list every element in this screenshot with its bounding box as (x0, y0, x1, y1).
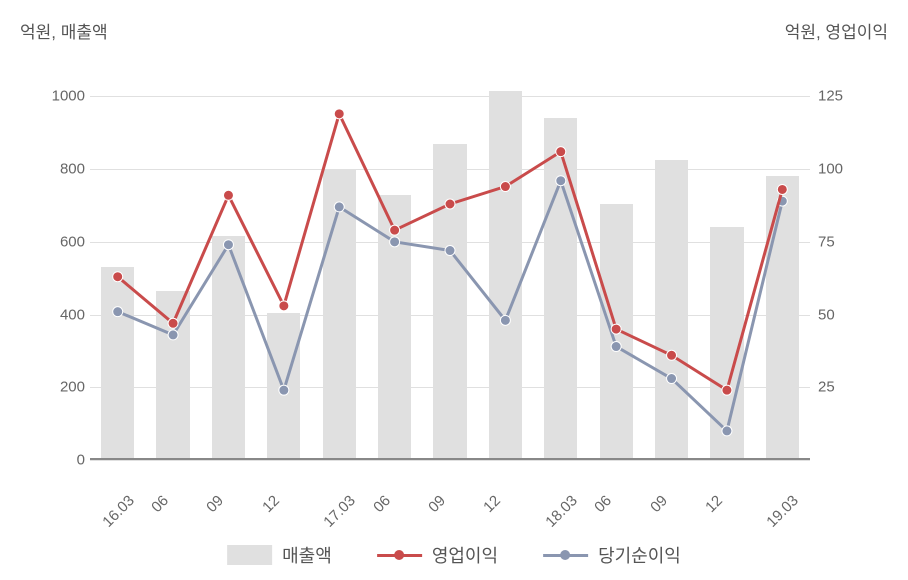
x-tick-label: 17.03 (321, 492, 360, 531)
x-tick-label: 12 (702, 492, 726, 516)
y-axis-left-label: 억원, 매출액 (20, 18, 108, 43)
y-tick-right-label: 25 (818, 379, 858, 396)
marker-operating-profit (667, 350, 677, 360)
legend-label: 당기순이익 (598, 542, 681, 568)
marker-net-income (279, 385, 289, 395)
marker-operating-profit (500, 182, 510, 192)
marker-net-income (390, 237, 400, 247)
y-tick-right-label: 125 (818, 88, 858, 105)
legend-label: 영업이익 (432, 542, 498, 568)
x-tick-label: 06 (148, 492, 172, 516)
x-tick-label: 09 (204, 492, 228, 516)
marker-operating-profit (556, 147, 566, 157)
x-tick-label: 18.03 (542, 492, 581, 531)
marker-operating-profit (113, 272, 123, 282)
chart-container: 억원, 매출액 억원, 영업이익 02004006008001000255075… (0, 0, 908, 580)
y-axis-right-label: 억원, 영업이익 (785, 18, 888, 43)
y-tick-left-label: 600 (40, 233, 85, 250)
legend-item-revenue: 매출액 (227, 542, 332, 568)
legend-item-operating-profit: 영업이익 (377, 542, 498, 568)
marker-net-income (223, 240, 233, 250)
marker-net-income (556, 176, 566, 186)
marker-net-income (445, 246, 455, 256)
grid-line (90, 460, 810, 461)
y-tick-right-label: 75 (818, 233, 858, 250)
legend-marker-icon (394, 550, 404, 560)
x-tick-label: 06 (591, 492, 615, 516)
marker-operating-profit (722, 385, 732, 395)
marker-net-income (168, 330, 178, 340)
marker-net-income (113, 307, 123, 317)
marker-operating-profit (611, 324, 621, 334)
x-tick-label: 09 (425, 492, 449, 516)
legend: 매출액 영업이익 당기순이익 (227, 542, 681, 568)
x-tick-label: 16.03 (99, 492, 138, 531)
marker-operating-profit (223, 190, 233, 200)
legend-marker-icon (561, 550, 571, 560)
legend-line-icon (543, 554, 588, 557)
marker-operating-profit (445, 199, 455, 209)
y-tick-left-label: 800 (40, 161, 85, 178)
y-tick-left-label: 0 (40, 452, 85, 469)
marker-operating-profit (390, 225, 400, 235)
line-layer (90, 60, 810, 460)
marker-net-income (667, 374, 677, 384)
y-tick-left-label: 400 (40, 306, 85, 323)
y-tick-right-label: 100 (818, 161, 858, 178)
y-tick-right-label: 50 (818, 306, 858, 323)
y-tick-left-label: 200 (40, 379, 85, 396)
legend-line-icon (377, 554, 422, 557)
marker-net-income (500, 315, 510, 325)
marker-operating-profit (168, 318, 178, 328)
marker-operating-profit (777, 184, 787, 194)
marker-net-income (722, 426, 732, 436)
marker-operating-profit (279, 301, 289, 311)
plot-area: 0200400600800100025507510012516.03060912… (90, 60, 810, 460)
marker-net-income (334, 202, 344, 212)
x-tick-label: 12 (481, 492, 505, 516)
marker-net-income (611, 342, 621, 352)
x-tick-label: 12 (259, 492, 283, 516)
legend-bar-icon (227, 545, 272, 565)
marker-operating-profit (334, 109, 344, 119)
y-tick-left-label: 1000 (40, 88, 85, 105)
x-tick-label: 06 (370, 492, 394, 516)
x-tick-label: 19.03 (764, 492, 803, 531)
legend-label: 매출액 (282, 542, 332, 568)
legend-item-net-income: 당기순이익 (543, 542, 681, 568)
x-tick-label: 09 (647, 492, 671, 516)
